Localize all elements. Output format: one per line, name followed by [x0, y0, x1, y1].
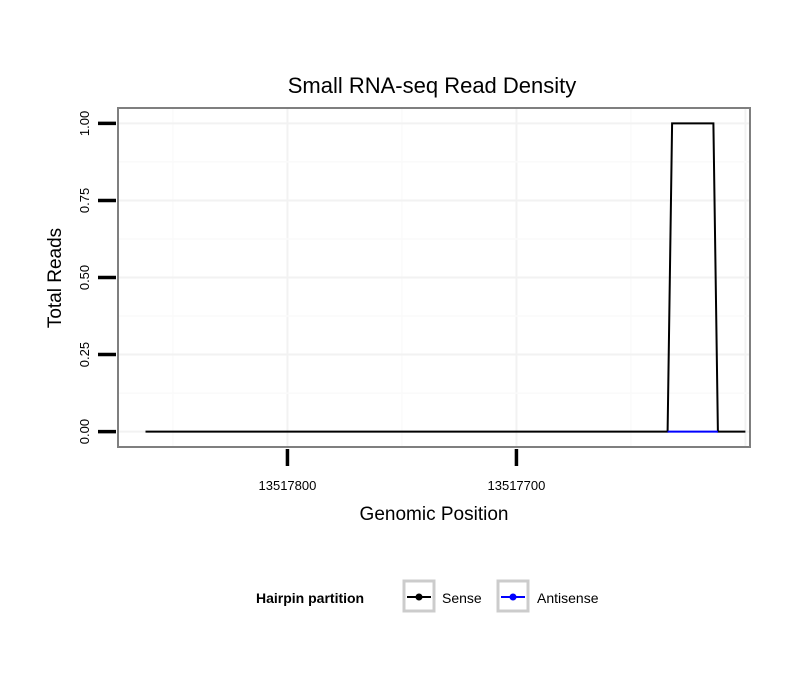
legend-label-sense: Sense — [442, 590, 482, 606]
legend-item-sense: Sense — [402, 579, 482, 613]
y-tick-label: 0.75 — [77, 188, 92, 213]
x-tick-label: 13517700 — [488, 478, 546, 493]
y-axis-label: Total Reads — [45, 228, 66, 328]
plot-panel-border — [117, 107, 751, 448]
legend: Hairpin partition Sense Antisense — [256, 579, 599, 613]
series-group — [145, 122, 746, 433]
y-tick-label: 0.50 — [77, 265, 92, 290]
legend-point-sense — [415, 593, 423, 601]
y-tick-label: 0.25 — [77, 342, 92, 367]
legend-title: Hairpin partition — [256, 590, 364, 606]
legend-label-antisense: Antisense — [537, 590, 599, 606]
legend-point-antisense — [509, 593, 517, 601]
y-axis: 0.00 0.25 0.50 0.75 1.00 — [77, 111, 116, 444]
legend-item-antisense: Antisense — [496, 579, 599, 613]
x-axis-label: Genomic Position — [360, 504, 509, 525]
x-axis: 13517800 13517700 — [259, 449, 546, 493]
chart-title: Small RNA-seq Read Density — [288, 73, 577, 98]
y-tick-label: 0.00 — [77, 419, 92, 444]
y-tick-label: 1.00 — [77, 111, 92, 136]
series-line-sense — [145, 122, 746, 433]
x-tick-label: 13517800 — [259, 478, 317, 493]
grid — [118, 108, 750, 447]
